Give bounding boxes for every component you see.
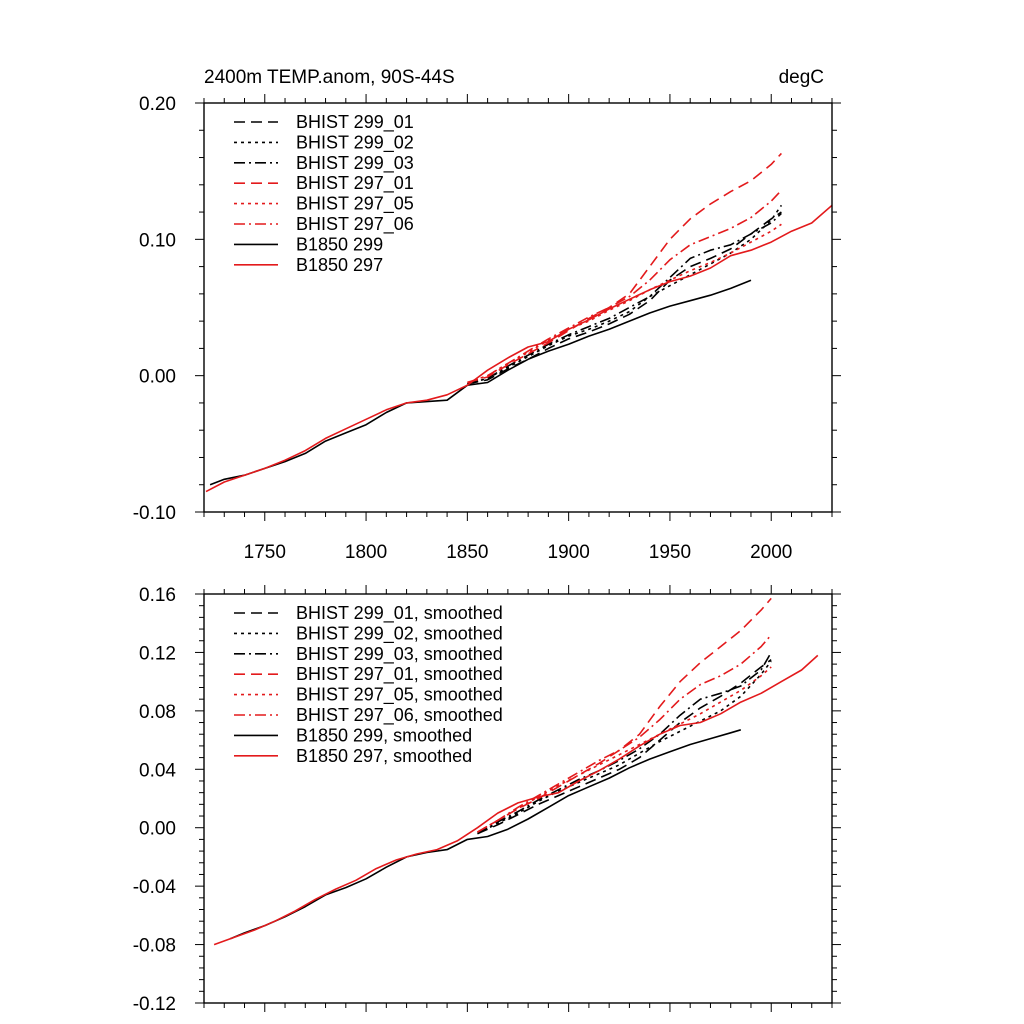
legend-label: B1850 297 <box>296 255 383 275</box>
series-line-6 <box>477 634 772 833</box>
series-group <box>213 597 819 946</box>
x-tick-label: 1800 <box>345 542 387 563</box>
y-tick-label: -0.04 <box>133 877 177 898</box>
legend-label: B1850 299, smoothed <box>296 725 472 745</box>
plot-frame <box>203 102 833 513</box>
series-line-8 <box>213 654 819 946</box>
legend-label: BHIST 297_06 <box>296 214 414 235</box>
x-tick-label: 2000 <box>750 542 792 563</box>
x-tick-label: 1950 <box>649 542 691 563</box>
legend-label: BHIST 299_03, smoothed <box>296 644 503 665</box>
legend-label: BHIST 299_03 <box>296 153 414 174</box>
series-line-7 <box>209 279 752 486</box>
series-line-4 <box>467 152 782 384</box>
y-tick-label: 0.08 <box>139 702 176 723</box>
series-line-4 <box>477 597 772 833</box>
legend-label: BHIST 297_01 <box>296 173 414 194</box>
series-line-5 <box>467 223 782 384</box>
legend-label: B1850 297, smoothed <box>296 746 472 766</box>
series-line-7 <box>229 729 742 940</box>
bottom-panel: -0.12 -0.08 -0.04 0.00 0.04 0.08 0.12 0.16 BHIST… <box>133 585 841 1015</box>
legend-label: BHIST 299_01 <box>296 112 414 133</box>
y-tick-label: 0.20 <box>139 94 176 115</box>
legend-label: BHIST 299_02 <box>296 132 414 153</box>
x-tick-label: 1850 <box>446 542 488 563</box>
series-line-8 <box>205 204 832 493</box>
legend-label: BHIST 299_01, smoothed <box>296 603 503 624</box>
y-tick-label: -0.10 <box>133 503 176 524</box>
figure-title: 2400m TEMP.anom, 90S-44S <box>204 67 455 88</box>
y-tick-label: 0.10 <box>139 230 176 251</box>
legend-label: BHIST 297_05 <box>296 194 414 215</box>
y-tick-label: 0.00 <box>139 367 176 388</box>
legend-label: BHIST 297_01, smoothed <box>296 664 503 685</box>
legend-label: BHIST 297_05, smoothed <box>296 685 503 706</box>
y-tick-label: -0.08 <box>133 936 176 957</box>
y-tick-label: -0.12 <box>133 994 176 1015</box>
x-tick-label: 1900 <box>548 542 590 563</box>
plot-frame <box>203 593 833 1004</box>
top-panel: 1750 1800 1850 1900 1950 2000 -0.10 0.00 0.10 0.2… <box>133 94 841 563</box>
series-line-2 <box>477 660 772 835</box>
legend-label: BHIST 297_06, smoothed <box>296 705 503 726</box>
y-tick-label: 0.00 <box>139 819 176 840</box>
y-tick-label: 0.04 <box>139 760 176 781</box>
series-line-6 <box>467 189 782 384</box>
legend-label: B1850 299 <box>296 234 383 254</box>
legend-label: BHIST 299_02, smoothed <box>296 623 503 644</box>
series-line-5 <box>477 666 772 833</box>
units-label: degC <box>779 67 824 88</box>
series-line-3 <box>477 652 772 835</box>
y-tick-label: 0.16 <box>139 585 176 606</box>
x-tick-label: 1750 <box>244 542 286 563</box>
series-line-2 <box>467 204 783 385</box>
series-group <box>205 152 832 493</box>
y-tick-label: 0.12 <box>139 643 176 664</box>
series-line-1 <box>477 659 772 835</box>
